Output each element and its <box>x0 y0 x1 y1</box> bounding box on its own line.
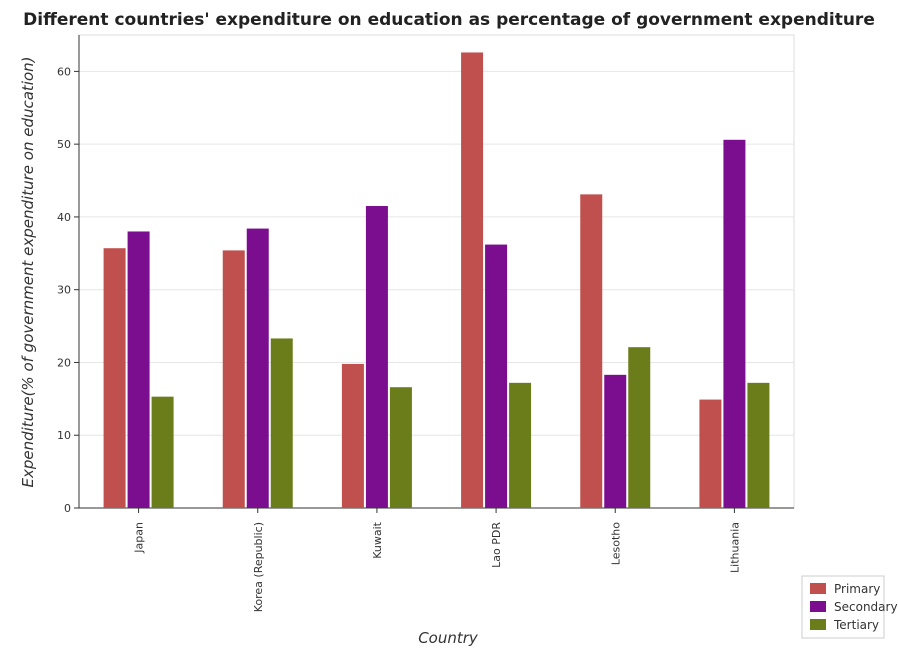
legend-swatch-primary <box>810 583 826 594</box>
bar-tertiary <box>151 396 174 508</box>
legend-label-secondary: Secondary <box>834 600 898 614</box>
bar-tertiary <box>389 387 412 508</box>
y-tick-label: 30 <box>57 284 71 297</box>
bar-secondary <box>127 231 150 508</box>
bar-primary <box>222 250 245 509</box>
y-tick-label: 40 <box>57 211 71 224</box>
bar-primary <box>699 399 722 508</box>
y-tick-label: 0 <box>64 502 71 515</box>
x-axis-title: Country <box>418 629 479 647</box>
bar-tertiary <box>509 382 532 508</box>
y-tick-label: 20 <box>57 356 71 369</box>
bar-secondary <box>485 244 508 508</box>
legend-swatch-tertiary <box>810 619 826 630</box>
bar-secondary <box>246 228 269 508</box>
bar-tertiary <box>628 347 651 508</box>
legend-label-tertiary: Tertiary <box>833 618 879 632</box>
bar-tertiary <box>270 338 293 508</box>
chart-title: Different countries' expenditure on educ… <box>23 10 875 30</box>
legend-swatch-secondary <box>810 601 826 612</box>
bar-secondary <box>604 374 627 508</box>
bar-primary <box>103 248 126 508</box>
x-tick-label: Lesotho <box>609 522 622 565</box>
y-tick-label: 60 <box>57 65 71 78</box>
y-tick-label: 50 <box>57 138 71 151</box>
y-axis-title: Expenditure(% of government expenditure … <box>19 57 37 488</box>
plot-area: 0 10 20 30 40 50 60 Japan Korea (Republic) Kuwait… <box>57 34 795 612</box>
y-tick-label: 10 <box>57 429 71 442</box>
x-tick-label: Japan <box>133 522 146 554</box>
x-tick-label: Lithuania <box>728 522 741 573</box>
bar-primary <box>461 52 484 509</box>
x-tick-label: Korea (Republic) <box>252 522 265 612</box>
bar-secondary <box>723 139 746 508</box>
x-tick-label: Kuwait <box>371 521 384 558</box>
x-tick-label: Lao PDR <box>490 522 503 568</box>
bar-tertiary <box>747 382 770 508</box>
plot-frame <box>78 34 795 509</box>
legend-label-primary: Primary <box>834 582 880 596</box>
bar-primary <box>580 194 603 508</box>
legend: Primary Secondary Tertiary <box>801 575 898 639</box>
bar-primary <box>341 363 364 508</box>
bar-secondary <box>365 206 388 508</box>
